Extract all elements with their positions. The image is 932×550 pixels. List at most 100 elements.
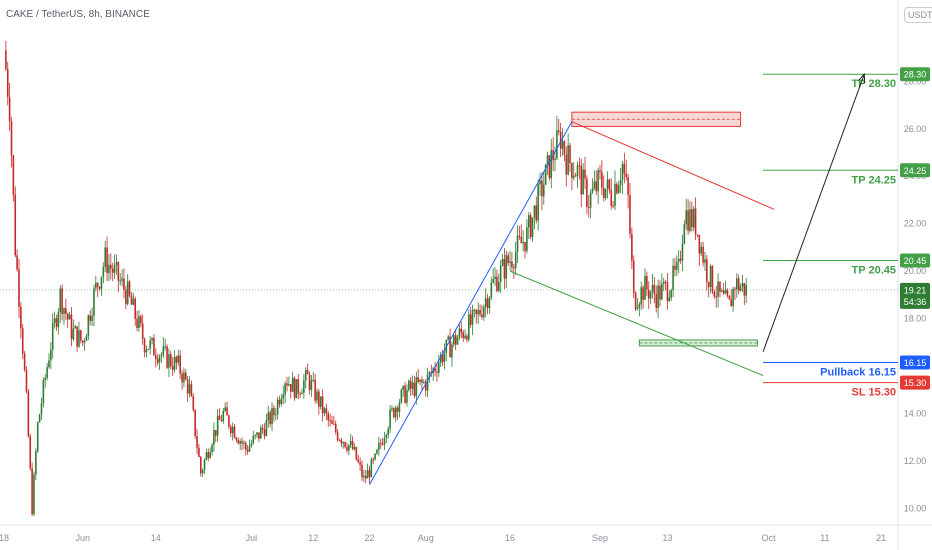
- candle-body: [271, 408, 273, 425]
- candle-body: [417, 377, 420, 382]
- candle-body: [203, 459, 206, 471]
- candle-body: [707, 282, 710, 287]
- candle-body: [265, 420, 268, 436]
- candle-body: [316, 391, 318, 401]
- tp-label: TP 20.45: [852, 264, 896, 276]
- candle-body: [576, 165, 579, 177]
- candle-body: [661, 283, 663, 300]
- candle-body: [458, 328, 461, 338]
- candle-body: [376, 449, 378, 454]
- candle-body: [387, 428, 390, 435]
- candle-body: [649, 291, 652, 299]
- candle-body: [158, 356, 161, 363]
- candle-body: [488, 297, 491, 309]
- tp-label: TP 24.25: [852, 174, 896, 186]
- candle-body: [256, 432, 258, 435]
- x-tick-label: Oct: [762, 533, 777, 543]
- candle-body: [254, 434, 256, 437]
- candle-body: [400, 389, 403, 403]
- x-tick-label: 11: [820, 533, 829, 543]
- candle-body: [389, 409, 391, 429]
- candle-body: [602, 187, 605, 199]
- candle-body: [683, 224, 686, 244]
- candle-body: [104, 247, 107, 267]
- candle-body: [74, 326, 77, 329]
- candle-body: [155, 355, 157, 360]
- candle-body: [259, 427, 262, 439]
- candle-body: [183, 372, 185, 383]
- candle-body: [411, 382, 414, 389]
- candle-body: [726, 290, 729, 296]
- candle-body: [486, 298, 489, 309]
- candle-body: [730, 299, 732, 307]
- candle-body: [263, 429, 266, 436]
- candle-body: [379, 442, 382, 444]
- candle-body: [76, 326, 78, 347]
- candle-body: [156, 359, 159, 363]
- x-tick-label: 16: [505, 533, 515, 543]
- candle-body: [394, 407, 397, 418]
- candle-body: [700, 246, 703, 254]
- candle-body: [121, 278, 123, 281]
- candle-body: [111, 268, 114, 273]
- candle-body: [681, 243, 684, 261]
- candle-body: [5, 50, 7, 70]
- candle-body: [736, 278, 738, 290]
- candle-body: [413, 382, 416, 397]
- candle-body: [359, 462, 361, 465]
- candle-body: [222, 410, 225, 422]
- candle-body: [514, 252, 517, 269]
- last-price-badge: [900, 282, 930, 309]
- candle-body: [35, 451, 37, 475]
- candle-body: [496, 276, 498, 291]
- candle-body: [314, 379, 316, 401]
- candle-body: [16, 255, 18, 270]
- candle-body: [662, 281, 665, 284]
- x-tick-label: Sep: [592, 533, 608, 543]
- candle-body: [368, 470, 371, 478]
- candle-body: [274, 414, 277, 416]
- candle-body: [226, 407, 228, 416]
- candle-body: [428, 372, 431, 375]
- candle-body: [453, 335, 455, 345]
- candle-body: [676, 261, 678, 270]
- x-tick-label: Jul: [246, 533, 258, 543]
- candle-body: [571, 163, 573, 179]
- candle-body: [497, 281, 500, 291]
- pullback-axis-badge: [900, 355, 930, 370]
- candle-body: [143, 339, 146, 353]
- candle-body: [565, 154, 568, 175]
- candle-body: [501, 258, 504, 266]
- candle-body: [239, 441, 241, 444]
- candle-body: [48, 360, 50, 368]
- candle-body: [235, 437, 238, 440]
- candle-body: [614, 184, 616, 207]
- candle-body: [40, 403, 43, 415]
- candle-body: [436, 371, 438, 373]
- candle-body: [91, 315, 93, 321]
- candle-body: [31, 468, 33, 515]
- candle-body: [308, 374, 311, 390]
- candle-body: [554, 158, 556, 161]
- candle-body: [207, 452, 210, 458]
- candle-body: [475, 309, 478, 315]
- candle-body: [691, 209, 693, 228]
- candle-body: [616, 184, 618, 194]
- candle-body: [140, 316, 142, 324]
- candle-body: [449, 336, 451, 358]
- candle-body: [241, 441, 243, 444]
- candle-body: [138, 316, 140, 329]
- candle-body: [702, 246, 704, 263]
- candle-body: [171, 365, 174, 370]
- sl-label: SL 15.30: [852, 387, 896, 399]
- candle-body: [381, 443, 384, 445]
- candle-body: [518, 235, 521, 237]
- candle-body: [303, 380, 305, 393]
- tp-axis-badge: [900, 67, 930, 82]
- candle-body: [51, 322, 54, 350]
- candle-body: [469, 314, 472, 325]
- candle-body: [160, 354, 163, 357]
- candle-body: [569, 145, 571, 164]
- currency-button[interactable]: USDT: [904, 7, 932, 23]
